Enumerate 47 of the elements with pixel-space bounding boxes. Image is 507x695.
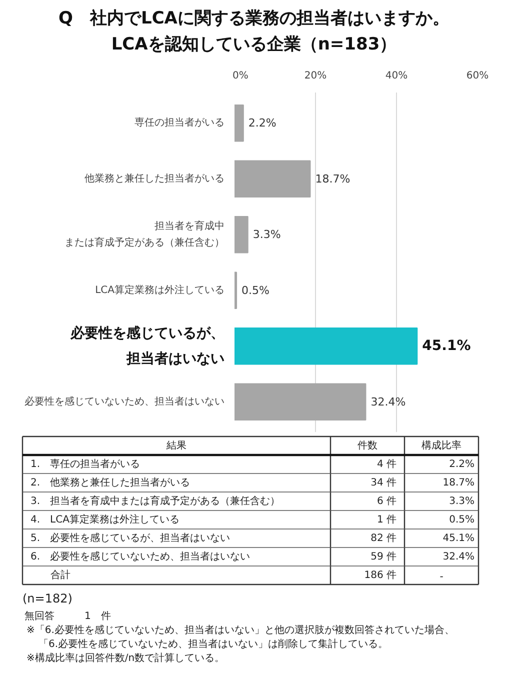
x-tick-label: 60% [466,70,489,82]
text: 82 件 [370,532,397,544]
data-label: 0.5% [242,284,270,297]
text: 1 件 [376,514,397,526]
data-label: 45.1% [422,338,471,354]
data-label: 2.2% [248,116,276,130]
text: 186 件 [364,570,396,581]
x-tick-label: 0% [232,70,248,82]
text: (n=182) [22,592,72,606]
text: 2. 他業務と兼任した担当者がいる [30,476,190,488]
text: 無回答 1 件 [24,610,111,622]
text: 結果 [166,440,186,452]
text: 2.2% [449,458,474,470]
x-tick-label: 40% [385,70,408,82]
chart-title: Q 社内でLCAに関する業務の担当者はいますか。 [58,8,450,28]
text: 45.1% [442,532,475,544]
y-tick-label: 担当者を育成中または育成予定がある（兼任含む） [64,220,224,248]
y-tick-label: 必要性を感じていないため、担当者はいない [24,395,224,408]
y-tick-label: 他業務と兼任した担当者がいる [84,172,224,184]
text: 34 件 [370,477,397,488]
text: 構成比率 [422,439,462,452]
text: 32.4% [442,551,475,562]
text: 3.3% [449,496,474,507]
text: 59 件 [370,551,397,562]
text: 1. 専任の担当者がいる [30,458,140,470]
text: 合計 [50,568,70,581]
text: 4. LCA算定業務は外注している [30,513,180,526]
data-label: 32.4% [370,395,406,408]
text: 6 件 [376,496,397,507]
text: 3. 担当者を育成中または育成予定がある（兼任含む） [30,494,280,507]
chart-subtitle: LCAを認知している企業（n=183） [111,34,397,54]
text: 6. 必要性を感じていないため、担当者はいない [30,550,250,562]
y-tick-label: LCA算定業務は外注している [95,284,225,296]
y-tick-label: 必要性を感じているが、担当者はいない [70,324,224,367]
text: 4 件 [376,458,397,470]
data-label: 18.7% [315,172,350,186]
text: ※構成比率は回答件数/n数で計算している。 [26,652,225,664]
text: - [440,571,444,582]
text: 5. 必要性を感じているが、担当者はいない [30,532,230,544]
data-label: 3.3% [252,228,281,242]
text: ※「6.必要性を感じていないため、担当者はいない」と他の選択肢が複数回答されていた場合、 [26,624,454,636]
x-tick-label: 20% [304,70,327,82]
y-tick-label: 専任の担当者がいる [134,116,224,129]
text: 0.5% [449,514,474,526]
text: 「6.必要性を感じていないため、担当者はいない」は削除して集計している。 [38,638,388,650]
text: 18.7% [442,477,475,488]
text: 件数 [358,440,378,452]
